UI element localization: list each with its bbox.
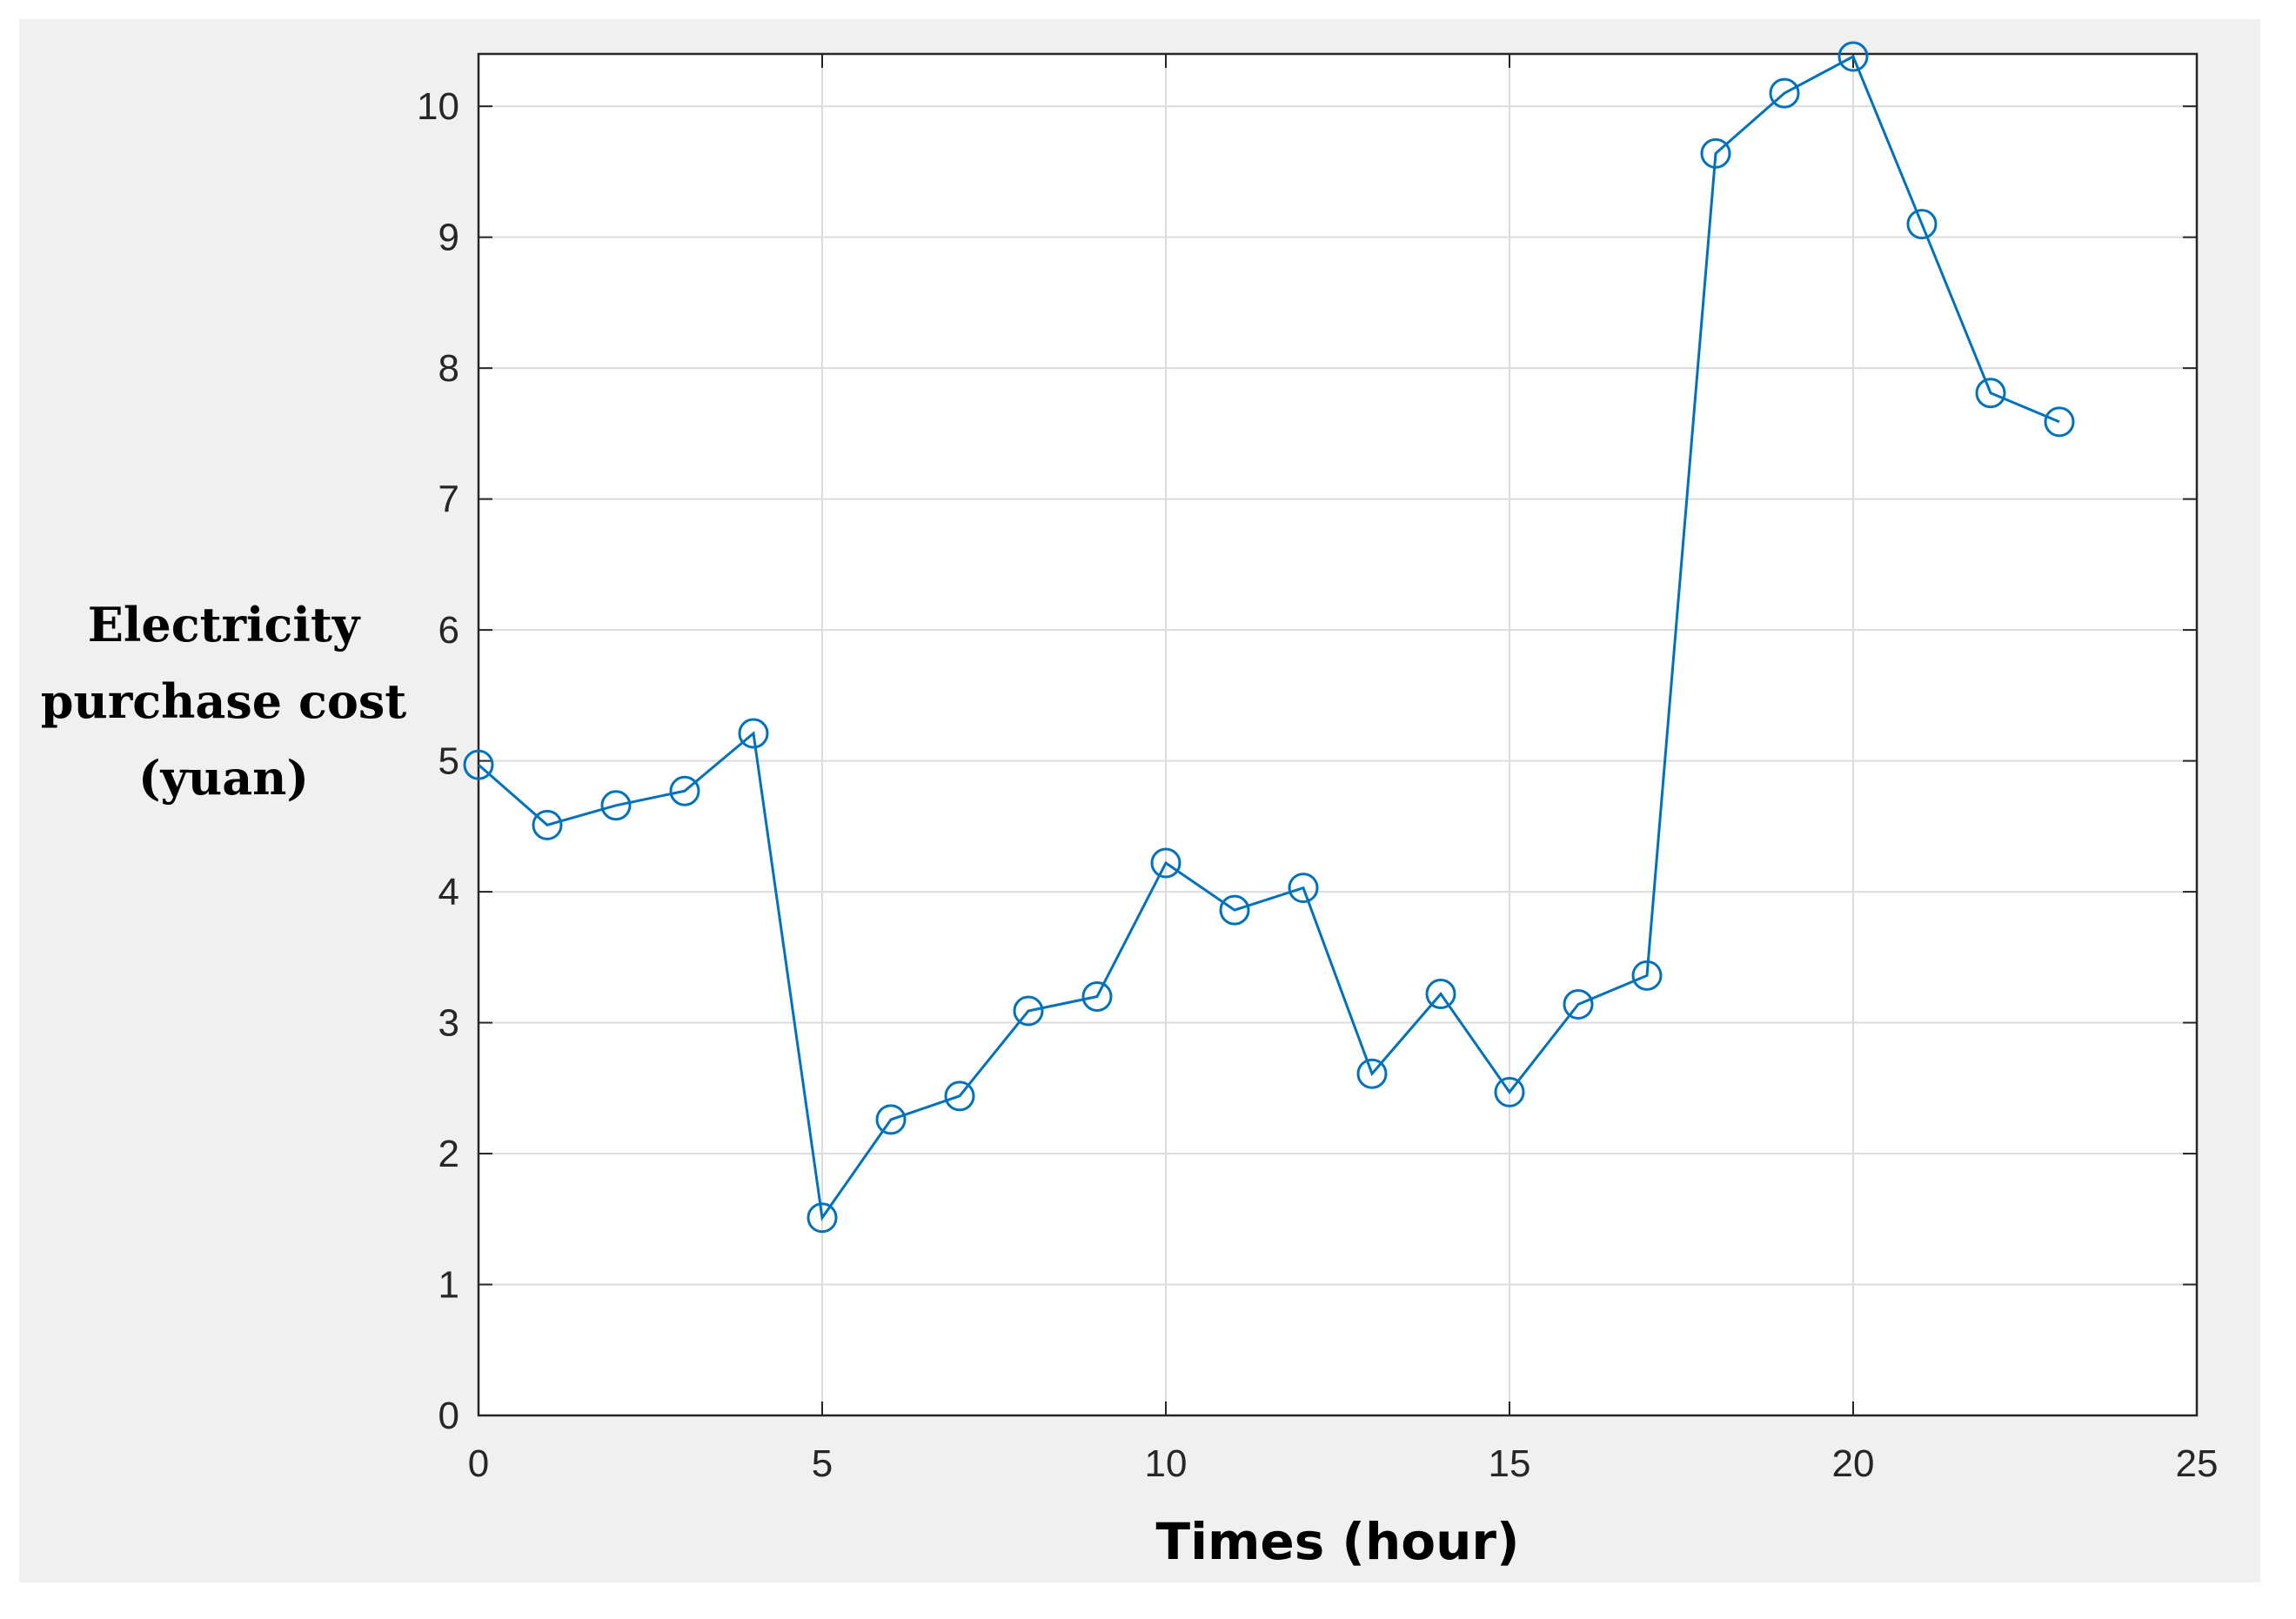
figure-background: 0 5 10 15 20 25 0 1 2 3 4 5 6 7 8 9 10 Times (hour) Elec… bbox=[19, 19, 2260, 1582]
data-point bbox=[1494, 1076, 1525, 1107]
x-tick-label: 15 bbox=[1489, 1442, 1531, 1485]
y-tick-label: 8 bbox=[438, 347, 459, 390]
data-point bbox=[1425, 978, 1456, 1009]
x-tick-label: 20 bbox=[1832, 1442, 1875, 1485]
y-tick-label: 7 bbox=[438, 478, 459, 521]
y-axis-label: Electricity purchase cost (yuan) bbox=[41, 597, 406, 806]
data-point bbox=[463, 749, 494, 780]
data-point bbox=[1975, 378, 2006, 409]
data-point bbox=[738, 718, 769, 749]
data-point bbox=[1081, 980, 1113, 1012]
y-tick-label: 1 bbox=[438, 1264, 459, 1307]
y-axis-label-line: (yuan) bbox=[138, 750, 309, 806]
data-point bbox=[669, 775, 700, 806]
y-tick-label: 5 bbox=[438, 740, 459, 783]
data-point bbox=[1700, 137, 1731, 169]
data-point bbox=[1563, 988, 1594, 1020]
data-point bbox=[1356, 1058, 1388, 1089]
data-point bbox=[944, 1080, 975, 1112]
line-chart: 0 5 10 15 20 25 0 1 2 3 4 5 6 7 8 9 10 Times (hour) Elec… bbox=[41, 41, 2219, 1571]
axes-box bbox=[477, 52, 2199, 1417]
x-tick-label: 25 bbox=[2176, 1442, 2219, 1485]
axes: 0 5 10 15 20 25 0 1 2 3 4 5 6 7 8 9 10 bbox=[417, 52, 2219, 1485]
data-point bbox=[1769, 77, 1800, 109]
y-tick-label: 10 bbox=[417, 85, 459, 128]
data-point bbox=[1219, 894, 1250, 926]
data-point bbox=[532, 809, 563, 840]
x-tick-label: 10 bbox=[1145, 1442, 1188, 1485]
data-point bbox=[875, 1104, 907, 1135]
y-tick-label: 9 bbox=[438, 217, 459, 259]
plot-area bbox=[479, 54, 2197, 1415]
data-point bbox=[1013, 995, 1044, 1027]
data-point bbox=[1288, 873, 1319, 904]
data-point bbox=[2044, 406, 2075, 438]
x-tick-label: 0 bbox=[468, 1442, 489, 1485]
x-tick-label: 5 bbox=[812, 1442, 833, 1485]
y-tick-label: 0 bbox=[438, 1395, 459, 1437]
y-axis-label-line: purchase cost bbox=[41, 673, 406, 729]
y-tick-label: 4 bbox=[438, 871, 459, 913]
data-point bbox=[600, 790, 632, 821]
data-point bbox=[1631, 960, 1663, 991]
data-point bbox=[1906, 209, 1938, 240]
data-point bbox=[1837, 41, 1869, 72]
y-tick-label: 2 bbox=[438, 1133, 459, 1175]
data-point bbox=[1150, 847, 1181, 879]
y-tick-label: 6 bbox=[438, 609, 459, 652]
y-tick-label: 3 bbox=[438, 1002, 459, 1045]
data-point bbox=[807, 1202, 838, 1234]
y-axis-label-line: Electricity bbox=[88, 597, 361, 652]
series bbox=[463, 41, 2075, 1234]
x-axis-label: Times (hour) bbox=[1156, 1512, 1520, 1571]
